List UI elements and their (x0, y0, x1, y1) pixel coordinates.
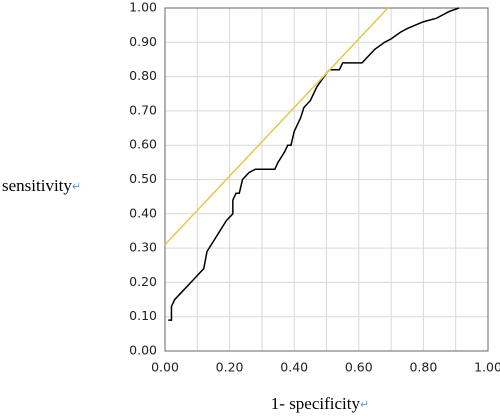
x-axis-label-text: 1- specificity (271, 394, 361, 413)
y-tick-label: 0.90 (129, 34, 157, 49)
x-tick-label: 0.00 (151, 360, 179, 375)
y-tick-label: 0.40 (129, 205, 157, 220)
x-axis-label: 1- specificity↵ (271, 394, 369, 413)
x-tick-label: 0.80 (409, 360, 437, 375)
y-tick-label: 1.00 (129, 0, 157, 15)
y-tick-label: 0.30 (129, 240, 157, 255)
y-axis-label: sensitivity↵ (2, 176, 81, 195)
y-tick-label: 0.70 (129, 102, 157, 117)
paragraph-mark: ↵ (360, 399, 369, 411)
x-tick-label: 0.60 (345, 360, 373, 375)
y-tick-label: 0.80 (129, 68, 157, 83)
x-tick-label: 0.20 (216, 360, 244, 375)
line (168, 7, 460, 321)
line (164, 7, 389, 246)
x-tick-label: 1.00 (474, 360, 500, 375)
y-axis-label-text: sensitivity (2, 176, 72, 195)
y-tick-label: 0.10 (129, 308, 157, 323)
plot-border (164, 7, 489, 352)
y-tick-label: 0.50 (129, 171, 157, 186)
x-tick-label: 0.40 (280, 360, 308, 375)
y-tick-label: 0.60 (129, 137, 157, 152)
paragraph-mark: ↵ (72, 181, 81, 193)
y-tick-label: 0.20 (129, 274, 157, 289)
y-tick-label: 0.00 (129, 343, 157, 358)
